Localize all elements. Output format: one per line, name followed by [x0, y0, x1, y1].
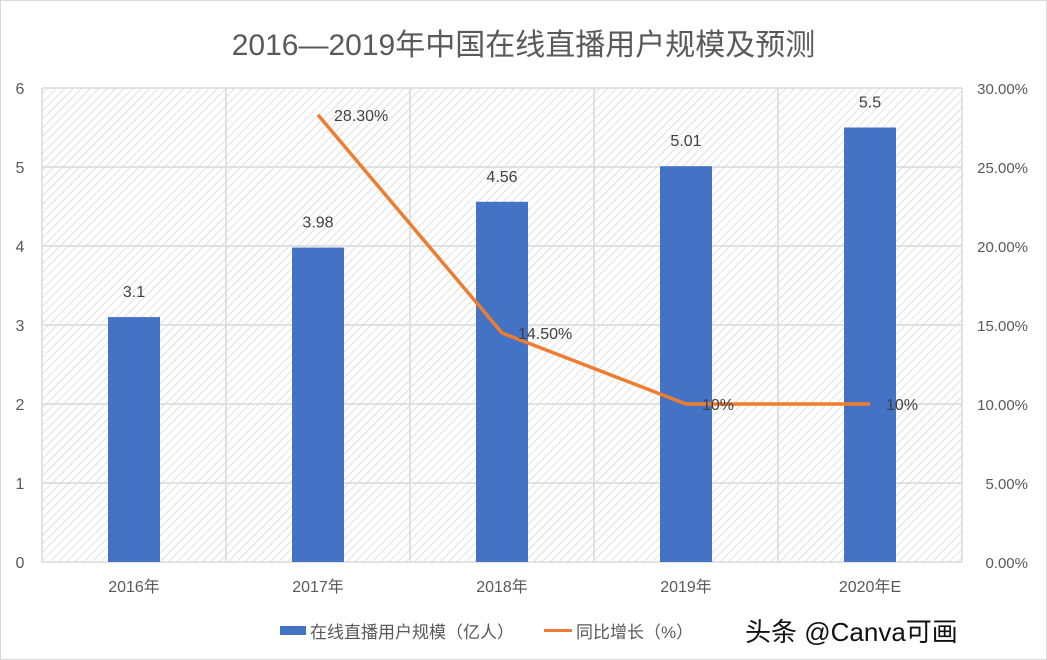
x-tick-label: 2017年 — [292, 578, 344, 596]
legend: 在线直播用户规模（亿人） 同比增长（%） — [280, 618, 693, 643]
x-tick-label: 2018年 — [476, 578, 528, 596]
x-tick-label: 2016年 — [108, 578, 160, 596]
y-left-tick-label: 5 — [16, 160, 25, 177]
line-data-label: 10% — [886, 397, 918, 414]
bar-data-label: 5.5 — [859, 95, 881, 112]
bar-data-label: 4.56 — [486, 169, 517, 186]
y-left-tick-label: 2 — [16, 397, 25, 414]
line-data-label: 28.30% — [334, 108, 388, 125]
y-right-tick-label: 0.00% — [985, 555, 1028, 572]
bar-data-label: 5.01 — [670, 133, 701, 150]
bar-data-label: 3.1 — [123, 284, 145, 301]
y-right-tick-label: 15.00% — [977, 318, 1028, 335]
y-left-tick-label: 1 — [16, 476, 25, 493]
y-right-tick-label: 20.00% — [977, 239, 1028, 256]
bar — [844, 127, 896, 562]
legend-line-label: 同比增长（%） — [576, 623, 694, 642]
line-data-label: 14.50% — [518, 326, 572, 343]
y-right-tick-label: 30.00% — [977, 81, 1028, 98]
x-tick-label: 2020年E — [839, 578, 901, 596]
y-left-tick-label: 4 — [16, 239, 25, 256]
legend-line-swatch — [544, 629, 572, 632]
legend-bar-label: 在线直播用户规模（亿人） — [310, 623, 514, 642]
growth-line — [316, 113, 870, 406]
x-tick-label: 2019年 — [660, 578, 712, 596]
chart-title: 2016—2019年中国在线直播用户规模及预测 — [231, 29, 816, 62]
bar-data-label: 3.98 — [302, 215, 333, 232]
y-right-tick-label: 10.00% — [977, 397, 1028, 414]
bar — [108, 317, 160, 562]
bar — [476, 201, 528, 562]
y-left-tick-label: 3 — [16, 318, 25, 335]
legend-bar-swatch — [280, 626, 306, 635]
y-left-tick-label: 0 — [16, 555, 25, 572]
bar — [292, 247, 344, 562]
line-data-label: 10% — [702, 397, 734, 414]
watermark: 头条 @Canva可画 — [745, 617, 958, 647]
y-right-tick-label: 25.00% — [977, 160, 1028, 177]
bar — [660, 166, 712, 562]
y-right-tick-label: 5.00% — [985, 476, 1028, 493]
y-left-tick-label: 6 — [16, 81, 25, 98]
